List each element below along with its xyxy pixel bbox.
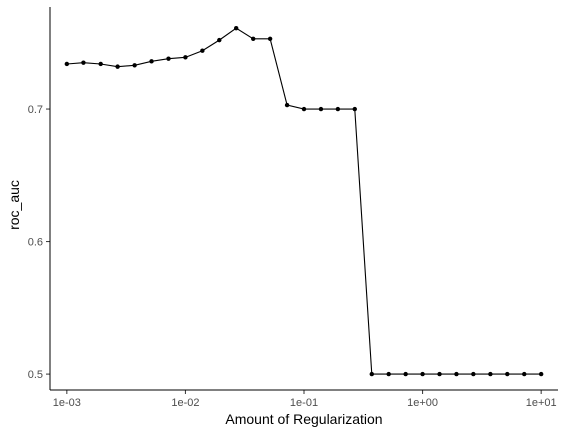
x-tick-label: 1e+01 — [526, 397, 557, 409]
data-point — [538, 371, 544, 377]
data-point — [149, 59, 154, 64]
data-point — [488, 371, 493, 377]
x-axis-ticks: 1e-03 1e-02 1e-01 1e+00 1e+01 — [53, 390, 557, 409]
data-point — [403, 371, 408, 377]
x-axis-title: Amount of Regularization — [225, 411, 382, 427]
data-point — [81, 60, 86, 65]
series-line — [66, 27, 542, 375]
data-point — [318, 106, 324, 112]
x-tick-label: 1e-02 — [171, 397, 199, 409]
y-tick-label: 0.5 — [28, 369, 43, 381]
series-layer — [64, 26, 544, 377]
data-point — [437, 371, 442, 377]
data-point — [251, 36, 256, 42]
y-axis-ticks: 0.5 0.6 0.7 — [28, 104, 50, 381]
data-point — [64, 61, 70, 67]
data-point — [217, 37, 222, 43]
data-point — [115, 64, 120, 69]
data-point — [522, 371, 527, 377]
data-point — [454, 371, 459, 377]
data-point — [200, 48, 205, 53]
y-tick-label: 0.7 — [28, 104, 43, 116]
data-point — [98, 61, 103, 67]
data-point — [132, 63, 137, 68]
data-point — [352, 106, 357, 112]
data-point — [335, 106, 341, 112]
y-tick-label: 0.6 — [28, 237, 43, 249]
data-point — [233, 26, 239, 31]
y-axis-title: roc_auc — [6, 180, 22, 230]
x-tick-label: 1e-03 — [53, 397, 81, 409]
data-point — [166, 56, 171, 61]
data-point — [301, 106, 307, 112]
data-point — [471, 371, 476, 377]
data-point — [183, 55, 188, 60]
data-point — [420, 371, 425, 377]
data-point — [505, 371, 510, 377]
data-point — [284, 102, 290, 108]
x-tick-label: 1e+00 — [407, 397, 438, 409]
data-point — [267, 36, 273, 42]
data-point — [369, 371, 374, 377]
data-point — [386, 371, 391, 377]
x-tick-label: 1e-01 — [290, 397, 318, 409]
